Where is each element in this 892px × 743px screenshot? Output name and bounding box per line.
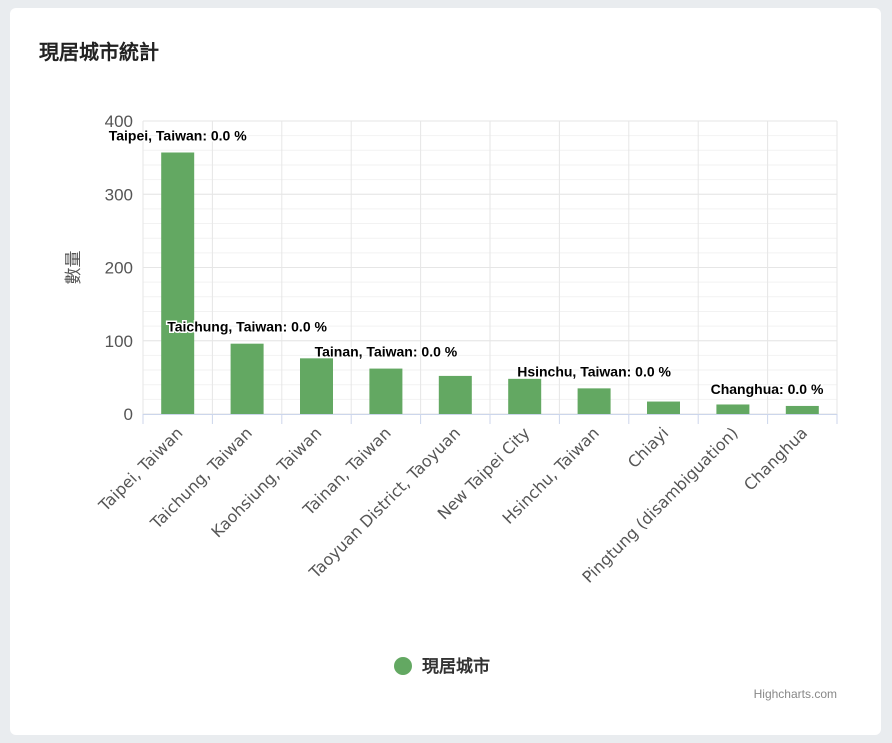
y-tick-label: 0 [124, 405, 133, 424]
legend-label: 現居城市 [422, 656, 490, 677]
y-tick-label: 200 [105, 259, 133, 278]
legend[interactable]: 現居城市 [394, 656, 490, 677]
bar[interactable] [647, 401, 680, 414]
bar[interactable] [369, 368, 403, 414]
credits-link[interactable]: Highcharts.com [753, 687, 837, 701]
data-label: Taichung, Taiwan: 0.0 % [167, 319, 327, 335]
bar[interactable] [716, 404, 750, 414]
y-tick-label: 400 [105, 112, 133, 131]
data-label: Tainan, Taiwan: 0.0 % [315, 344, 458, 360]
data-label: Taipei, Taiwan: 0.0 % [109, 127, 248, 143]
y-tick-label: 100 [105, 332, 133, 351]
bar[interactable] [230, 343, 264, 414]
data-labels: Taipei, Taiwan: 0.0 % Taichung, Taiwan: 0… [107, 126, 825, 398]
data-label: Hsinchu, Taiwan: 0.0 % [517, 363, 671, 379]
legend-item[interactable]: 現居城市 [394, 656, 490, 677]
x-tick-label: Changhua [740, 423, 811, 494]
bar[interactable] [300, 358, 333, 414]
bar[interactable] [577, 388, 611, 414]
card-title: 現居城市統計 [39, 40, 159, 64]
y-axis-title: 數量 [64, 251, 84, 285]
bar[interactable] [508, 378, 542, 414]
chart-card: 現居城市統計 0 100 200 300 400 數量 Taipei, Taiwan Taic… [10, 8, 881, 735]
x-tick-label: Chiayi [624, 423, 672, 471]
y-tick-label: 300 [105, 185, 133, 204]
bar[interactable] [438, 375, 472, 414]
bar[interactable] [785, 405, 819, 414]
legend-symbol [394, 657, 412, 675]
bars [161, 152, 819, 414]
bar[interactable] [161, 152, 195, 414]
data-label: Changhua: 0.0 % [711, 381, 824, 397]
